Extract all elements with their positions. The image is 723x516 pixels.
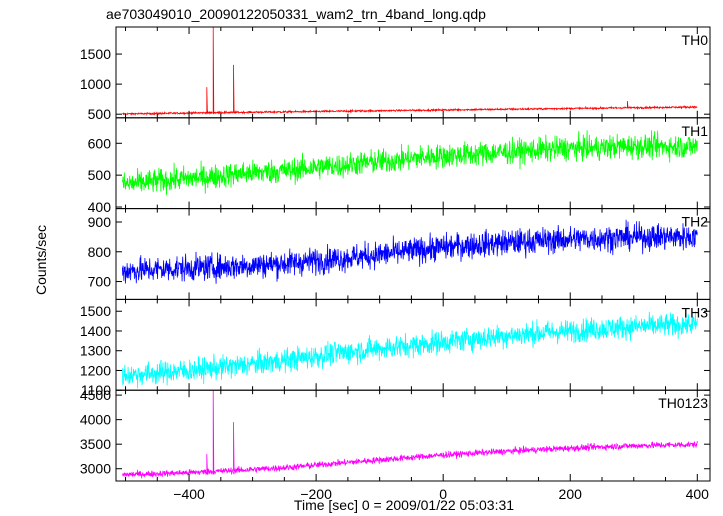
y-tick-label: 4000 (80, 412, 111, 428)
y-tick-label: 1300 (80, 343, 111, 359)
y-tick-label: 3500 (80, 436, 111, 452)
y-tick-label: 1000 (80, 76, 111, 92)
panel-frame (115, 117, 711, 210)
x-tick-label: 0 (439, 486, 447, 502)
series-line-th0 (122, 27, 698, 117)
panel-th3: 1100 1200 1300 1400 1500 TH3 (80, 298, 711, 398)
panel-th0: 500 1000 1500 TH0 (80, 26, 711, 122)
x-tick-label: 200 (559, 486, 583, 502)
y-tick-label: 900 (88, 214, 112, 230)
series-line-th3 (122, 308, 698, 389)
y-tick-label: 1500 (80, 46, 111, 62)
y-tick-label: 1100 (81, 382, 111, 398)
y-tick-label: 500 (88, 167, 112, 183)
panel-frame (115, 26, 711, 119)
panel-label: TH0123 (658, 395, 708, 411)
series-line-th0123 (122, 390, 698, 479)
panel-th0123: 3000 3500 4000 4500 TH0123 (80, 387, 711, 482)
panel-frame (115, 389, 711, 482)
y-tick-label: 500 (88, 106, 112, 122)
panels-group: 500 1000 1500 TH0 400 500 600 TH1 700 800 900 TH2 11… (80, 26, 711, 502)
x-tick-label: 400 (686, 486, 710, 502)
panel-label: TH3 (682, 304, 709, 320)
panel-th2: 700 800 900 TH2 (88, 208, 711, 300)
y-tick-label: 4500 (80, 387, 111, 403)
y-tick-label: 800 (88, 244, 112, 260)
panel-label: TH2 (682, 214, 709, 230)
panel-th1: 400 500 600 TH1 (88, 117, 711, 215)
y-tick-label: 1200 (80, 362, 111, 378)
series-line-th1 (122, 130, 698, 196)
x-tick-label: −400 (173, 486, 205, 502)
y-axis-label: Counts/sec (33, 225, 49, 295)
chart-title: ae703049010_20090122050331_wam2_trn_4ban… (106, 6, 486, 22)
x-tick-label: −200 (300, 486, 332, 502)
series-line-th2 (122, 219, 698, 284)
y-tick-label: 400 (88, 199, 112, 215)
x-axis-label: Time [sec] 0 = 2009/01/22 05:03:31 (294, 497, 514, 513)
y-tick-label: 1500 (80, 303, 111, 319)
y-tick-label: 700 (88, 274, 112, 290)
y-tick-label: 600 (88, 135, 112, 151)
y-tick-label: 3000 (80, 461, 111, 477)
y-tick-label: 1400 (80, 323, 111, 339)
panel-label: TH1 (682, 123, 709, 139)
panel-label: TH0 (682, 32, 709, 48)
